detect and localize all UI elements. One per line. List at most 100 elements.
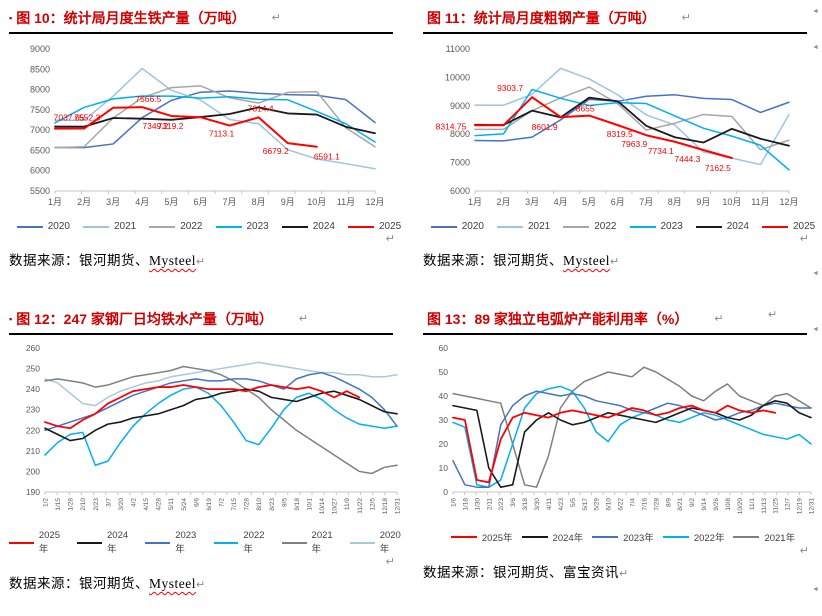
title-underline (9, 333, 393, 335)
pilcrow-icon: ↵ (681, 11, 691, 24)
svg-text:11月: 11月 (337, 197, 355, 207)
legend-item: 2025年 (450, 530, 513, 544)
svg-text:10/1: 10/1 (307, 498, 314, 511)
pilcrow-icon: ↵ (619, 568, 629, 580)
svg-text:1月: 1月 (48, 197, 62, 207)
cell-end-mark-icon: ◄ (812, 326, 819, 333)
figure-title: 图 12：247 家钢厂日均铁水产量（万吨） (16, 311, 273, 327)
pilcrow-icon: ↵ (385, 233, 395, 245)
svg-text:10000: 10000 (445, 72, 470, 82)
legend-label: 2021 (528, 221, 551, 232)
legend-label: 2020 (47, 221, 70, 232)
data-source-prefix: 数据来源：银河期货、 (9, 576, 149, 591)
legend-item: 2020年 (349, 530, 409, 555)
svg-text:7963.9: 7963.9 (621, 139, 647, 149)
svg-text:9/26: 9/26 (713, 498, 720, 511)
legend-swatch-icon (592, 536, 619, 538)
svg-text:6000: 6000 (450, 186, 470, 196)
legend-label: 2024年 (107, 530, 129, 555)
legend-swatch-icon (521, 536, 548, 538)
legend-item: 2024年 (521, 530, 583, 544)
svg-text:1/6: 1/6 (451, 498, 458, 507)
svg-text:7000: 7000 (450, 158, 470, 168)
svg-text:7319.2: 7319.2 (157, 121, 183, 131)
legend-label: 2024 (726, 221, 749, 232)
legend-swatch-icon (145, 541, 171, 544)
legend-label: 2023 (660, 221, 683, 232)
legend-label: 2022年 (693, 533, 725, 544)
data-source: 数据来源：银河期货、富宝资讯↵ (423, 561, 822, 581)
svg-text:3/20: 3/20 (118, 498, 125, 511)
svg-text:20: 20 (439, 439, 449, 449)
svg-text:10: 10 (439, 463, 449, 473)
pilcrow-icon: ↵ (799, 233, 809, 245)
data-source-name: Mysteel (149, 253, 196, 268)
svg-text:12月: 12月 (779, 197, 798, 207)
svg-text:1/28: 1/28 (68, 498, 75, 511)
svg-text:260: 260 (26, 343, 40, 353)
svg-text:6/10: 6/10 (606, 498, 613, 511)
svg-text:10/14: 10/14 (319, 498, 326, 515)
svg-text:190: 190 (26, 487, 40, 497)
legend-label: 2021年 (311, 530, 333, 555)
svg-text:40: 40 (439, 391, 449, 401)
svg-text:10/20: 10/20 (737, 498, 744, 515)
svg-text:8/21: 8/21 (677, 498, 684, 511)
cell-end-mark-icon: ◄ (812, 44, 819, 51)
svg-text:0: 0 (443, 487, 448, 497)
legend-label: 2025 (793, 221, 816, 232)
chart-legend: 2025年 2024年 2023年 2022年 2021年 2020年 (8, 530, 409, 555)
svg-text:9月: 9月 (696, 197, 710, 207)
data-source-prefix: 数据来源：银河期货、 (423, 565, 563, 580)
pilcrow-icon: ↵ (196, 579, 206, 591)
legend-swatch-icon (450, 536, 477, 538)
cell-end-mark-icon: ◄ (812, 8, 819, 15)
svg-text:7/2: 7/2 (219, 498, 226, 507)
svg-text:11/25: 11/25 (773, 498, 780, 514)
data-source: 数据来源：银河期货、Mysteel↵ (9, 572, 409, 592)
svg-text:10/8: 10/8 (725, 498, 732, 511)
svg-text:1/30: 1/30 (474, 498, 481, 511)
legend-item: 2021年 (281, 530, 341, 555)
svg-text:7/28: 7/28 (653, 498, 660, 511)
svg-text:11/13: 11/13 (761, 498, 768, 514)
svg-text:6月: 6月 (611, 197, 625, 207)
svg-text:9/5: 9/5 (281, 498, 288, 507)
legend-swatch-icon (281, 541, 307, 544)
legend-label: 2023 (246, 221, 269, 232)
legend-item: 2025年 (8, 530, 68, 555)
svg-text:6591.1: 6591.1 (314, 152, 340, 162)
list-bullet-icon: ▪ (9, 12, 13, 23)
svg-text:9/2: 9/2 (689, 498, 696, 507)
legend-item: 2021 (497, 221, 550, 232)
svg-text:7314.4: 7314.4 (248, 103, 274, 113)
svg-text:2/23: 2/23 (498, 498, 505, 511)
svg-text:6/6: 6/6 (193, 498, 200, 507)
hot-metal-line-chart: 190 200 210 220 230 240 250 260 1/2 1/15 1/28 2/10 2… (26, 343, 402, 515)
svg-text:9303.7: 9303.7 (497, 83, 523, 93)
svg-text:7月: 7月 (639, 197, 653, 207)
legend-swatch-icon (497, 225, 523, 228)
svg-text:60: 60 (439, 343, 449, 353)
svg-text:220: 220 (26, 425, 40, 435)
legend-item: 2023 (215, 221, 269, 232)
legend-item: 2024年 (77, 530, 136, 555)
svg-text:6/19: 6/19 (206, 498, 213, 511)
legend-item: 2025 (762, 221, 815, 232)
svg-text:12/18: 12/18 (382, 498, 389, 515)
svg-text:12/31: 12/31 (395, 498, 402, 515)
svg-text:8655: 8655 (576, 104, 595, 114)
figure-title: 图 13：89 家独立电弧炉产能利用率（%） (427, 311, 689, 327)
title-underline (423, 32, 807, 34)
pilcrow-icon: ↵ (799, 545, 809, 557)
chart-area: 0 10 20 30 40 50 60 1/6 1/18 1/30 2/11 2/23 3/6 3/18 3… (423, 342, 822, 557)
svg-text:2/23: 2/23 (93, 498, 100, 511)
svg-text:12/19: 12/19 (797, 498, 804, 515)
chart-area: 190 200 210 220 230 240 250 260 1/2 1/15 1/28 2/10 2… (8, 342, 409, 568)
svg-text:4/2: 4/2 (131, 498, 138, 507)
svg-text:7/15: 7/15 (231, 498, 238, 511)
legend-item: 2025 (348, 221, 401, 232)
chart-legend: 2020 2021 2022 2023 2024 2025 (9, 221, 409, 232)
svg-text:7113.1: 7113.1 (209, 129, 235, 139)
legend-item: 2023年 (592, 530, 654, 544)
